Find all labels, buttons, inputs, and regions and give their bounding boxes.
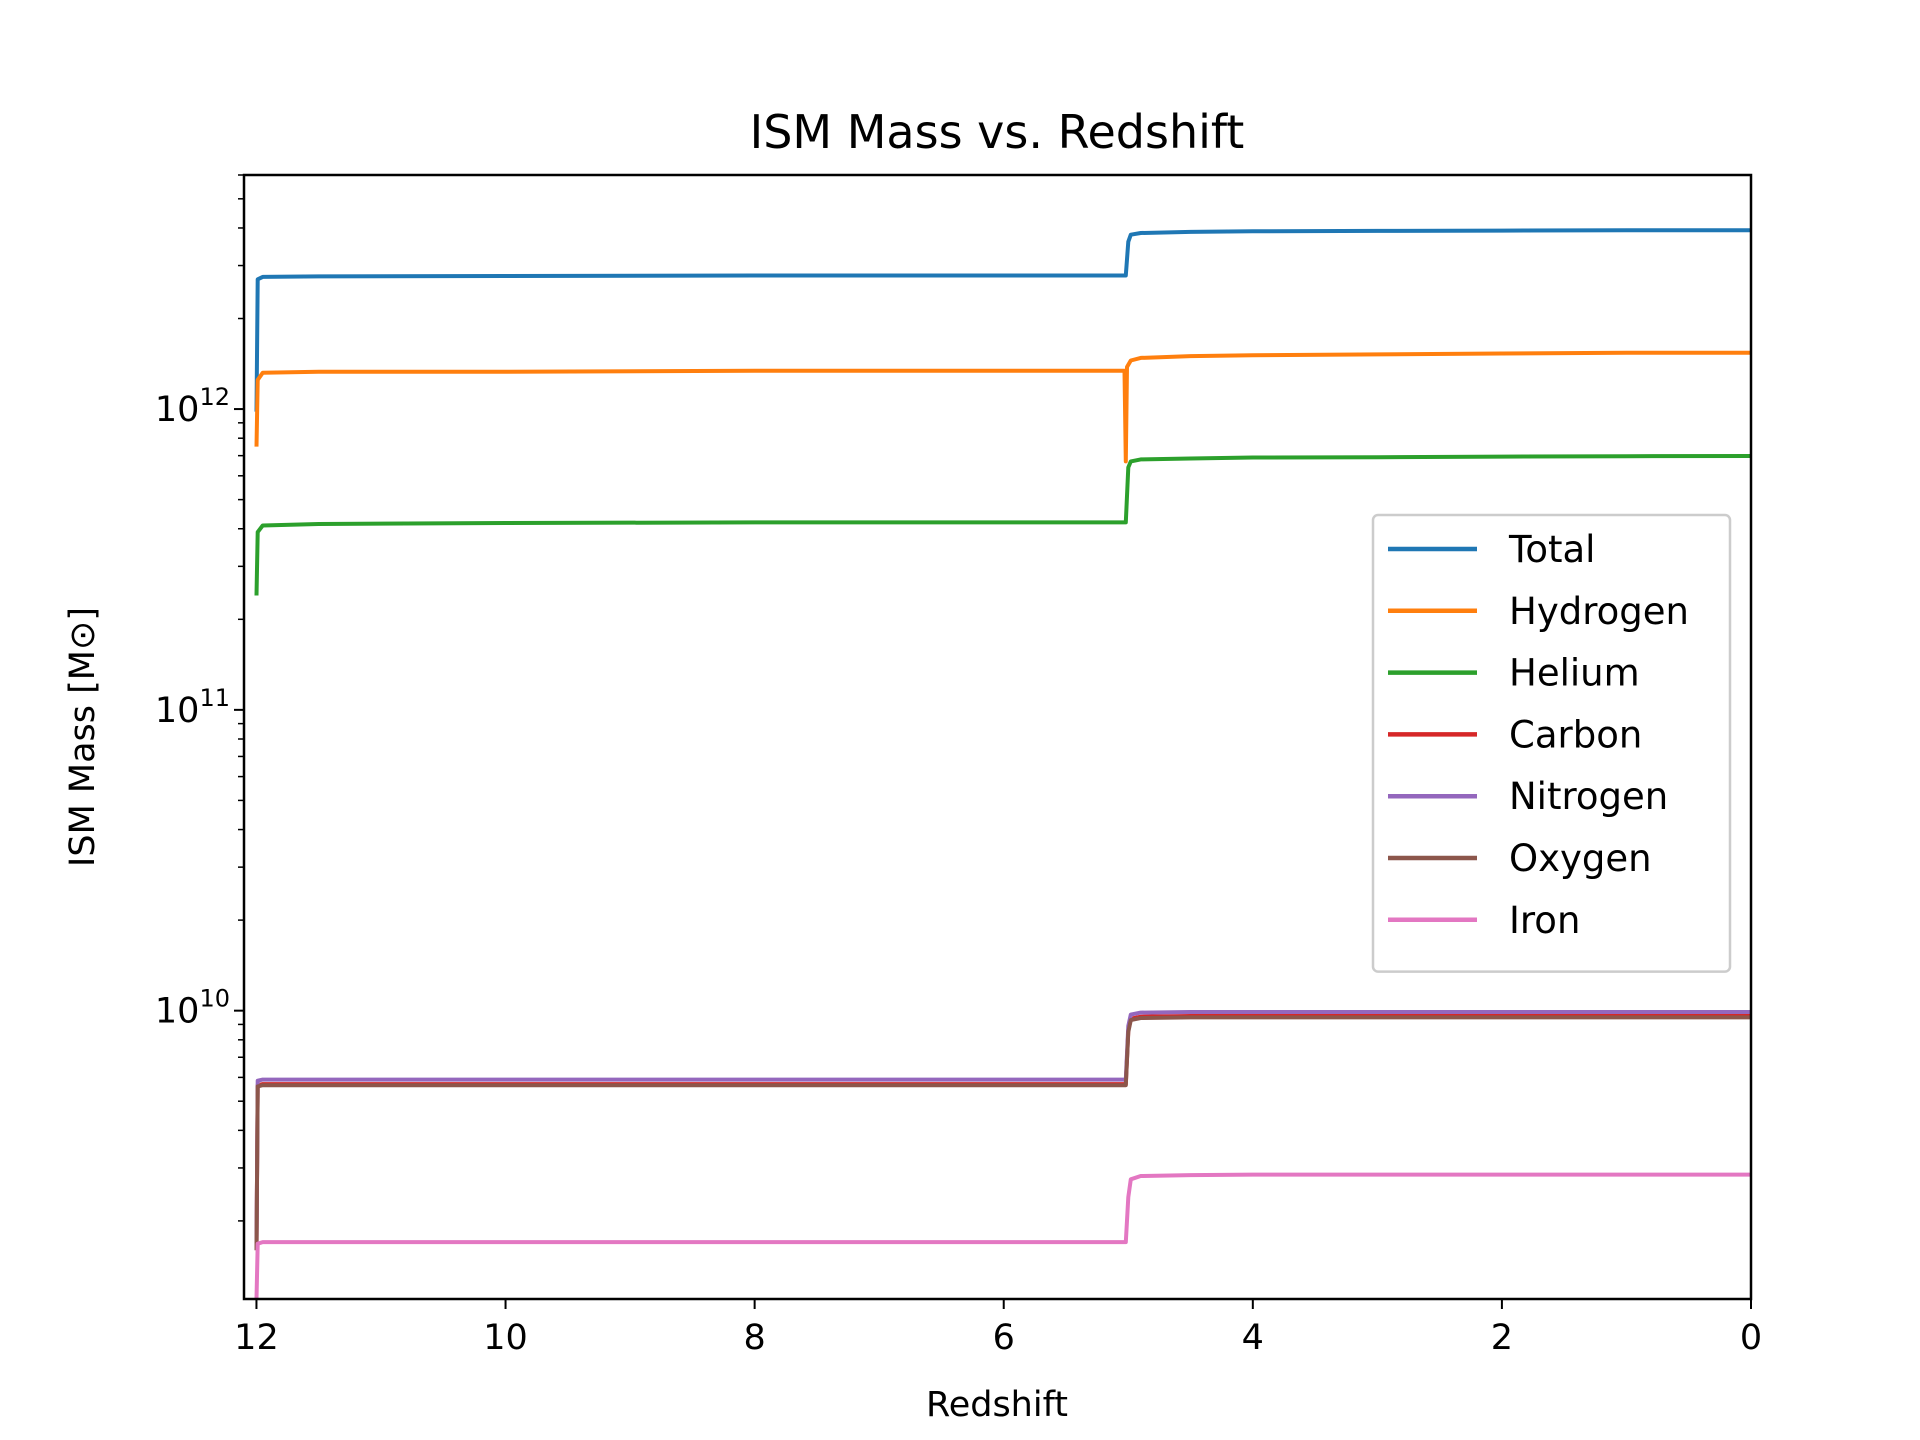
series-line-helium	[254, 454, 1751, 596]
chart-title: ISM Mass vs. Redshift	[750, 105, 1245, 159]
y-tick-label: 1011	[155, 684, 230, 731]
legend-label-oxygen: Oxygen	[1509, 837, 1652, 880]
legend-label-total: Total	[1508, 528, 1595, 571]
series-line-hydrogen	[254, 350, 1751, 464]
plot-lines	[254, 228, 1751, 1299]
series-line-nitrogen	[254, 1010, 1751, 1251]
legend-label-iron: Iron	[1509, 899, 1580, 942]
x-axis-ticks: 12 10 8 6 4 2 0	[234, 1299, 1762, 1358]
x-tick-label: 10	[483, 1318, 528, 1358]
y-axis-label: ISM Mass [M⊙]	[63, 607, 103, 867]
legend-label-hydrogen: Hydrogen	[1509, 590, 1689, 633]
y-tick-label: 1012	[155, 383, 230, 430]
x-tick-label: 6	[993, 1318, 1015, 1358]
legend-label-carbon: Carbon	[1509, 713, 1642, 756]
series-line-total	[254, 228, 1751, 412]
x-tick-label: 8	[743, 1318, 765, 1358]
legend: Total Hydrogen Helium Carbon Nitrogen Oxygen I…	[1371, 513, 1732, 973]
series-line-iron	[254, 1172, 1751, 1299]
plot-frame	[242, 173, 1753, 1301]
series-line-carbon	[254, 1014, 1751, 1251]
legend-label-helium: Helium	[1509, 652, 1640, 695]
x-tick-label: 2	[1491, 1318, 1513, 1358]
legend-label-nitrogen: Nitrogen	[1509, 775, 1668, 818]
y-axis-ticks: 1010 1011 1012	[155, 174, 244, 1222]
series-line-oxygen	[254, 1015, 1751, 1251]
x-tick-label: 4	[1242, 1318, 1264, 1358]
x-tick-label: 0	[1740, 1318, 1762, 1358]
x-axis-label: Redshift	[926, 1385, 1068, 1425]
y-tick-label: 1010	[155, 985, 230, 1032]
x-tick-label: 12	[234, 1318, 279, 1358]
